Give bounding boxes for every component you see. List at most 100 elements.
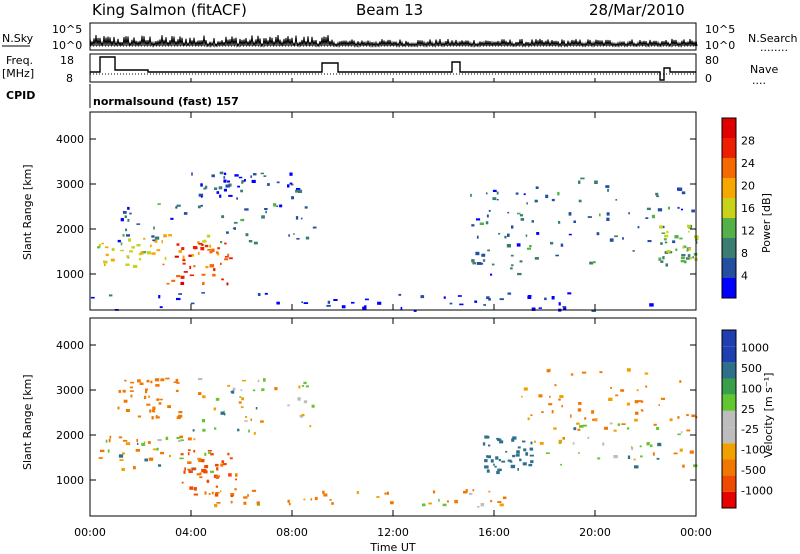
power-scatter-cell-2-39 xyxy=(157,203,161,205)
power-scatter-cell-1-40 xyxy=(182,259,186,262)
x-tick-label-4: 16:00 xyxy=(478,526,510,539)
power-scatter-cell-6-45 xyxy=(614,235,618,238)
vel-scatter-cell-2-14 xyxy=(137,379,141,383)
power-scatter-cell-0-12 xyxy=(127,256,130,259)
vel-scatter-cell-0-28 xyxy=(109,435,112,439)
power-scatter-cell-3-40 xyxy=(244,179,246,182)
vel-scatter-cell-6-41 xyxy=(613,429,617,432)
vel-scatter-cell-6-23 xyxy=(686,429,691,432)
velocity-colorbar-seg-0 xyxy=(722,330,736,347)
power-scatter-cell-1-37 xyxy=(221,278,224,281)
vel-scatter-cell-5-1 xyxy=(522,462,527,466)
vel-scatter-cell-2-38 xyxy=(143,395,147,400)
vel-scatter-cell-6-8 xyxy=(640,455,643,458)
power-scatter-cell-2-34 xyxy=(170,217,174,220)
power-scatter-cell-1-30 xyxy=(213,268,216,272)
vel-scatter-cell-5-29 xyxy=(487,455,491,459)
power-scatter-cell-3-34 xyxy=(200,196,203,198)
vel-scatter-cell-1-12 xyxy=(235,473,238,477)
power-scatter-cell-0-6 xyxy=(98,243,101,248)
power-scatter-cell-3-20 xyxy=(240,189,243,193)
velocity-colorbar-tick-1: 500 xyxy=(741,362,762,375)
power-scatter-cell-3-3 xyxy=(296,188,301,191)
power-scatter-cell-3-0 xyxy=(287,184,290,188)
power-scatter-cell-7-30 xyxy=(683,260,687,264)
power-scatter-cell-7-17 xyxy=(663,238,667,241)
vel-scatter-cell-6-45 xyxy=(682,464,685,468)
power-panel-frame xyxy=(89,111,697,311)
vel-scatter-cell-7-15 xyxy=(570,373,574,376)
vel-scatter-cell-2-10 xyxy=(160,378,165,382)
vel-scatter-cell-6-31 xyxy=(656,427,660,430)
vel-scatter-cell-0-12 xyxy=(187,437,192,441)
vel-scatter-cell-2-31 xyxy=(176,416,181,420)
power-colorbar-tick-0: 4 xyxy=(741,270,748,283)
power-scatter-cell-4-28 xyxy=(326,304,331,307)
power-scatter-cell-4-21 xyxy=(178,293,182,295)
power-scatter-cell-0-42 xyxy=(147,251,151,255)
power-scatter-cell-6-4 xyxy=(580,177,585,180)
x-tick-label-5: 20:00 xyxy=(579,526,611,539)
power-scatter-cell-5-42 xyxy=(486,192,488,195)
vel-scatter-cell-3-4 xyxy=(240,406,244,409)
vel-scatter-cell-6-16 xyxy=(578,452,580,454)
vel-scatter-cell-6-18 xyxy=(673,452,678,455)
vel-scatter-cell-6-11 xyxy=(652,452,655,456)
power-scatter-cell-3-17 xyxy=(223,176,226,179)
vel-yticks-label-1: 2000 xyxy=(56,429,84,442)
power-scatter-cell-4-24 xyxy=(264,292,268,295)
vel-scatter-cell-2-12 xyxy=(146,379,150,383)
power-scatter-cell-3-33 xyxy=(219,171,224,175)
vel-scatter-cell-5-41 xyxy=(530,441,533,445)
nave-label: Nave xyxy=(750,63,778,76)
vel-scatter-cell-5-26 xyxy=(529,447,534,451)
vel-scatter-cell-4-25 xyxy=(384,492,387,495)
power-scatter-cell-0-33 xyxy=(202,241,207,243)
vel-scatter-cell-5-38 xyxy=(525,452,529,456)
power-scatter-cell-5-38 xyxy=(481,253,486,257)
velocity-colorbar-seg-10 xyxy=(722,491,736,508)
vel-scatter-cell-7-21 xyxy=(558,398,561,401)
vel-scatter-cell-3-21 xyxy=(301,413,305,417)
vel-scatter-cell-6-20 xyxy=(634,465,639,469)
vel-scatter-cell-4-3 xyxy=(211,491,214,495)
vel-scatter-cell-3-36 xyxy=(263,378,266,382)
power-scatter-cell-6-28 xyxy=(606,217,610,221)
power-scatter-cell-0-36 xyxy=(162,263,165,266)
vel-scatter-cell-6-4 xyxy=(633,458,636,461)
vel-scatter-cell-4-34 xyxy=(454,499,458,504)
power-scatter-cell-5-37 xyxy=(476,235,479,239)
vel-scatter-cell-6-46 xyxy=(534,440,536,443)
vel-scatter-cell-3-27 xyxy=(298,385,301,389)
vel-scatter-cell-2-32 xyxy=(165,377,170,380)
vel-scatter-cell-3-33 xyxy=(201,419,205,423)
power-scatter-cell-2-10 xyxy=(264,208,268,210)
vel-scatter-cell-7-6 xyxy=(527,417,530,421)
vel-scatter-cell-1-36 xyxy=(184,467,187,471)
power-scatter-cell-2-5 xyxy=(125,228,128,232)
power-scatter-cell-6-11 xyxy=(605,185,610,188)
vel-scatter-cell-4-2 xyxy=(438,498,440,502)
power-scatter-cell-4-5 xyxy=(108,294,113,297)
vel-scatter-cell-1-40 xyxy=(180,453,184,456)
vel-scatter-cell-0-31 xyxy=(165,436,169,441)
power-scatter-cell-5-36 xyxy=(479,222,484,225)
power-scatter-cell-3-31 xyxy=(200,183,203,187)
vel-scatter-cell-1-33 xyxy=(204,465,209,469)
power-scatter-cell-6-31 xyxy=(615,199,618,201)
power-scatter-cell-2-11 xyxy=(129,212,132,215)
vel-scatter-cell-7-38 xyxy=(660,397,666,400)
power-scatter-cell-7-22 xyxy=(659,225,663,229)
power-scatter-cell-4-7 xyxy=(527,295,532,297)
power-scatter-cell-1-8 xyxy=(212,273,216,277)
power-scatter-cell-7-27 xyxy=(660,242,663,245)
vel-scatter-cell-6-25 xyxy=(582,424,587,427)
power-scatter-cell-7-5 xyxy=(674,235,679,239)
power-yticks-label-2: 3000 xyxy=(56,178,84,191)
vel-scatter-cell-6-3 xyxy=(657,442,662,447)
vel-scatter-cell-7-28 xyxy=(615,394,619,397)
power-scatter-cell-5-0 xyxy=(506,244,511,248)
power-scatter-cell-6-44 xyxy=(551,198,555,202)
vel-scatter-cell-4-17 xyxy=(480,503,485,507)
power-scatter-cell-1-14 xyxy=(226,282,229,286)
